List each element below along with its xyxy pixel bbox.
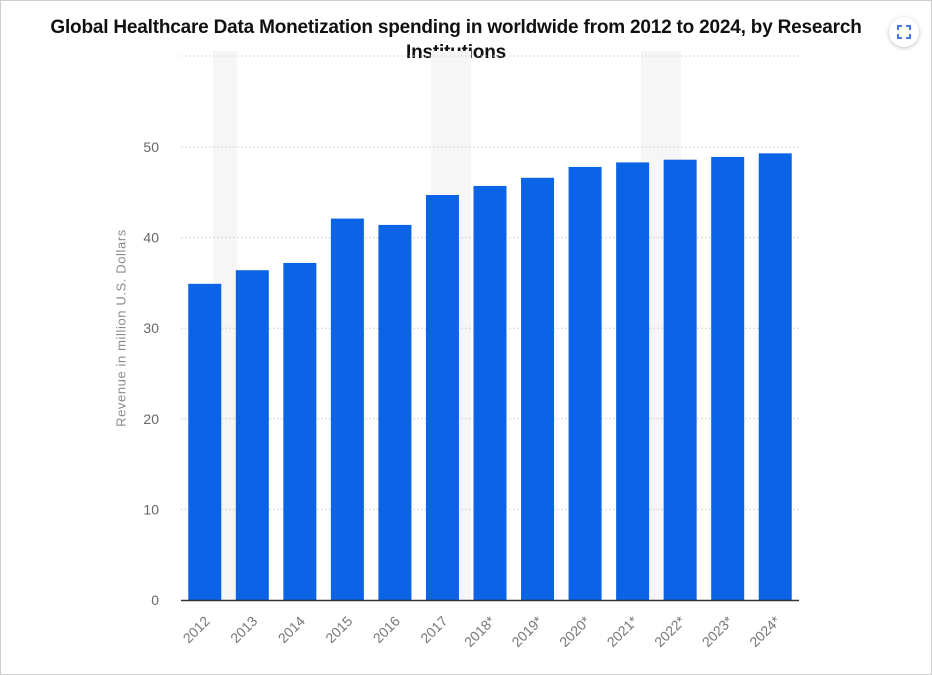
x-tick-label: 2014 <box>275 613 308 646</box>
bar[interactable] <box>663 159 697 600</box>
bar[interactable] <box>235 270 269 600</box>
x-tick-label: 2018* <box>461 612 499 650</box>
x-tick-label: 2024* <box>746 612 784 650</box>
y-tick-label: 30 <box>143 320 159 336</box>
bar[interactable] <box>425 195 459 600</box>
expand-icon <box>897 25 911 39</box>
bar[interactable] <box>378 224 412 600</box>
bar[interactable] <box>283 262 317 600</box>
bar[interactable] <box>473 185 507 600</box>
x-tick-label: 2020* <box>556 612 594 650</box>
x-tick-label: 2016 <box>370 613 403 646</box>
y-tick-label: 40 <box>143 230 159 246</box>
bar[interactable] <box>568 166 602 600</box>
bar[interactable] <box>188 283 222 600</box>
bar[interactable] <box>616 162 650 601</box>
x-tick-label: 2017 <box>417 613 450 646</box>
bar[interactable] <box>711 156 745 600</box>
y-tick-label: 10 <box>143 501 159 517</box>
bar[interactable] <box>521 177 555 600</box>
x-tick-label: 2012 <box>180 613 213 646</box>
x-tick-label: 2013 <box>227 613 260 646</box>
bar[interactable] <box>330 218 364 600</box>
x-tick-label: 2015 <box>322 613 355 646</box>
x-tick-label: 2021* <box>604 612 642 650</box>
bar[interactable] <box>758 153 792 601</box>
x-tick-label: 2019* <box>508 612 546 650</box>
x-tick-label: 2023* <box>699 612 737 650</box>
expand-button[interactable] <box>889 17 919 47</box>
x-tick-label: 2022* <box>651 612 689 650</box>
y-tick-label: 0 <box>151 592 159 608</box>
y-tick-label: 50 <box>143 139 159 155</box>
y-tick-label: 20 <box>143 411 159 427</box>
